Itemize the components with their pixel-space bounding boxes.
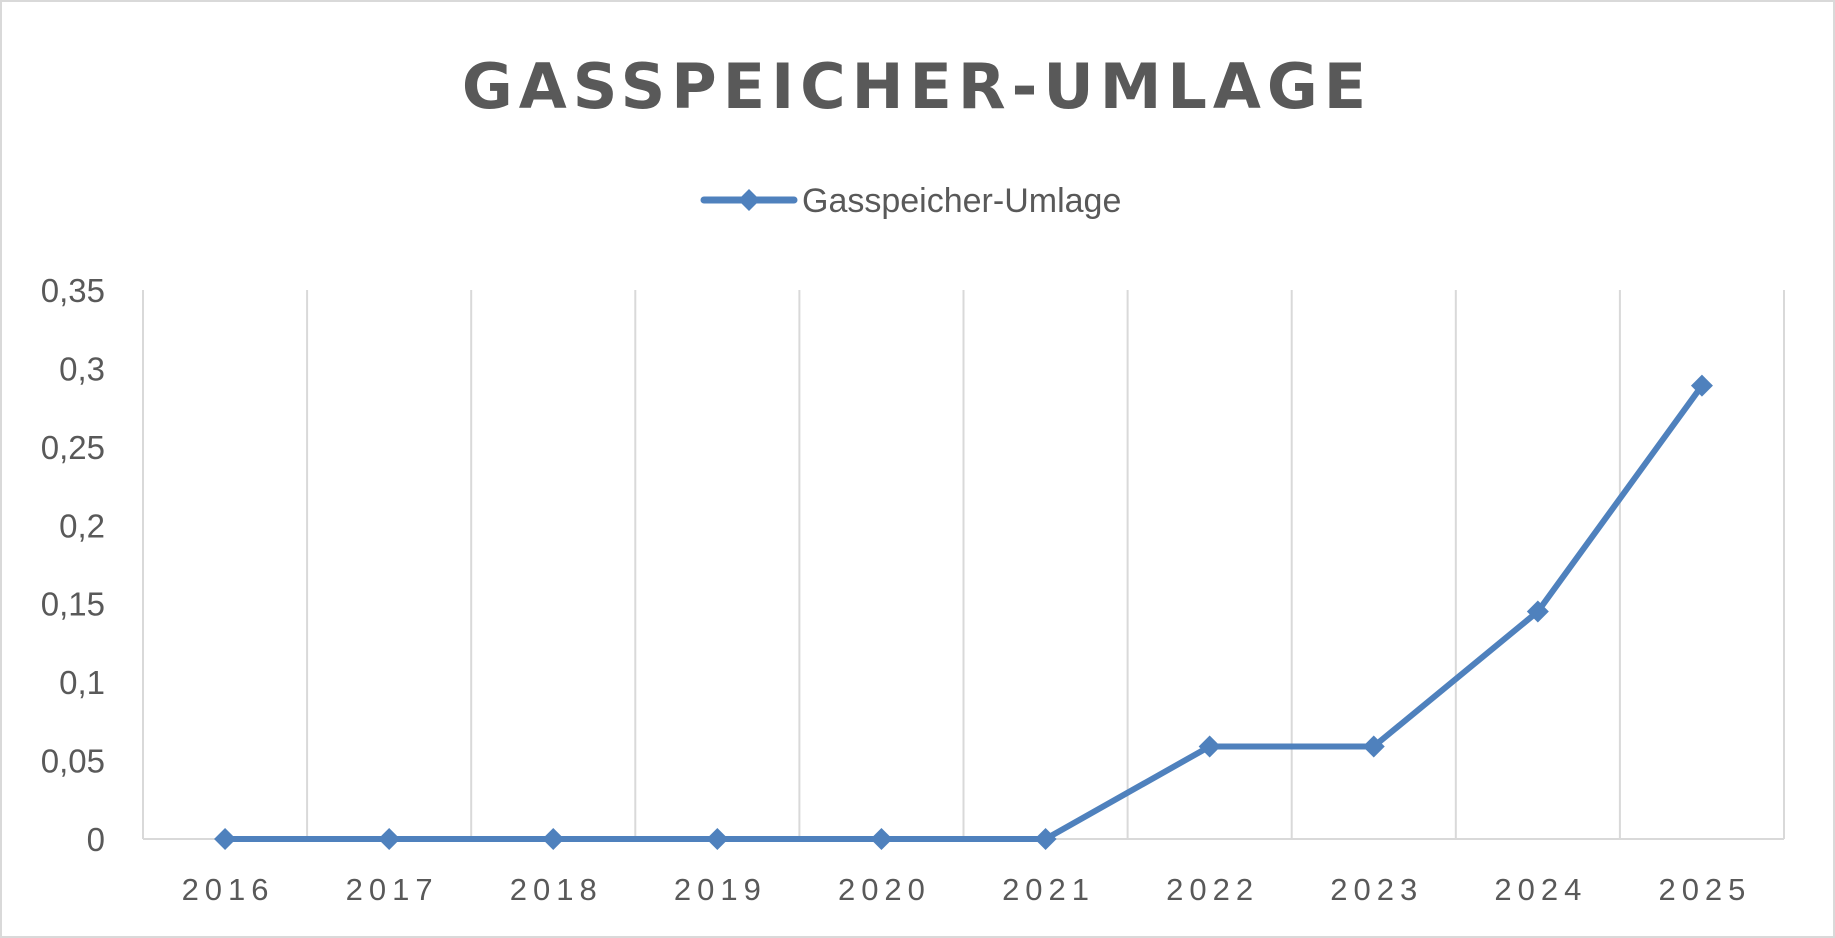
legend-diamond-marker xyxy=(738,189,760,211)
legend-label: Gasspeicher-Umlage xyxy=(802,182,1121,220)
x-tick-label: 2016 xyxy=(182,872,275,907)
data-point-marker xyxy=(1690,374,1713,397)
gridlines xyxy=(142,290,1785,839)
series-line xyxy=(222,382,1705,842)
x-tick-label: 2020 xyxy=(838,872,931,907)
y-tick-label: 0,05 xyxy=(41,743,105,780)
y-tick-label: 0,1 xyxy=(59,664,105,701)
data-point-marker xyxy=(1362,735,1385,758)
chart-title: GASSPEICHER-UMLAGE xyxy=(462,50,1372,123)
x-tick-label: 2024 xyxy=(1494,872,1587,907)
y-tick-label: 0,35 xyxy=(41,272,105,309)
data-point-marker xyxy=(1198,735,1221,758)
y-axis-ticks: 0 0,05 0,1 0,15 0,2 0,25 0,3 0,35 xyxy=(41,272,105,858)
x-tick-label: 2022 xyxy=(1166,872,1259,907)
data-point-marker xyxy=(1526,600,1549,623)
x-tick-label: 2023 xyxy=(1330,872,1423,907)
x-axis-ticks: 2016 2017 2018 2019 2020 2021 2022 2023 2024 2025 xyxy=(182,872,1751,907)
data-point-marker xyxy=(214,828,237,850)
series-layer xyxy=(214,374,1713,850)
x-tick-label: 2018 xyxy=(510,872,603,907)
y-tick-label: 0,3 xyxy=(59,350,105,387)
y-tick-label: 0,15 xyxy=(41,586,105,623)
legend: Gasspeicher-Umlage xyxy=(700,182,1121,220)
x-tick-label: 2017 xyxy=(346,872,439,907)
y-tick-label: 0,25 xyxy=(41,429,105,466)
data-point-marker xyxy=(870,828,893,850)
data-point-marker xyxy=(1034,828,1057,850)
y-tick-label: 0 xyxy=(87,821,105,858)
x-tick-label: 2025 xyxy=(1658,872,1751,907)
y-tick-label: 0,2 xyxy=(59,507,105,544)
data-point-marker xyxy=(706,828,729,850)
data-point-marker xyxy=(378,828,401,850)
x-tick-label: 2019 xyxy=(674,872,767,907)
x-tick-label: 2021 xyxy=(1002,872,1095,907)
data-point-marker xyxy=(542,828,565,850)
